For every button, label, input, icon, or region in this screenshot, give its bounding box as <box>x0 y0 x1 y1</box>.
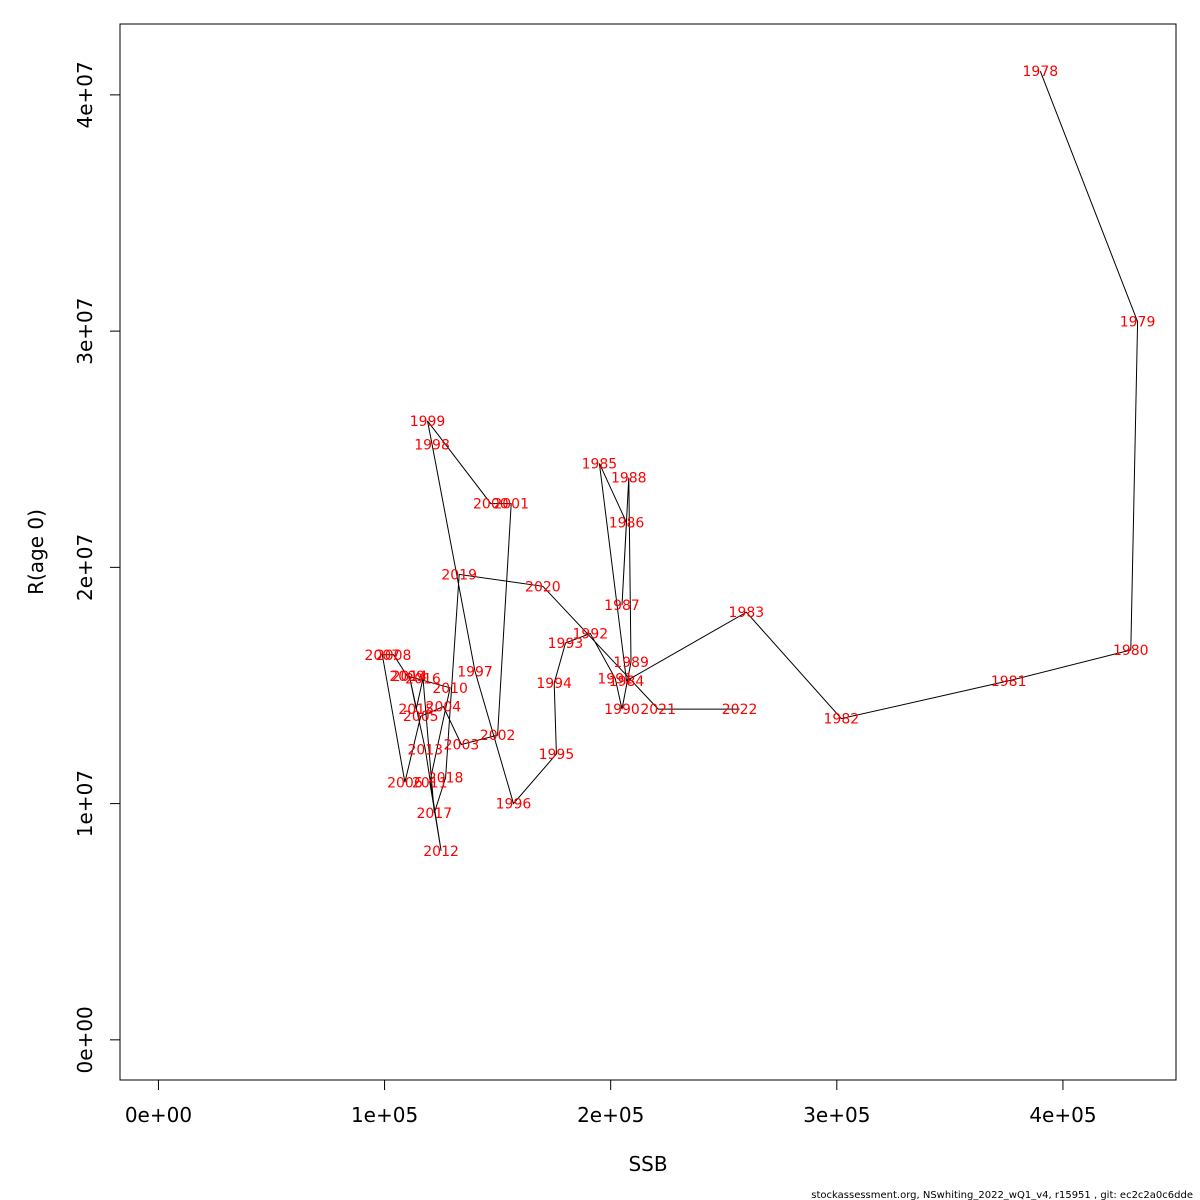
x-tick-label: 1e+05 <box>351 1103 418 1127</box>
year-label-1996: 1996 <box>496 797 532 813</box>
year-label-2004: 2004 <box>426 700 462 716</box>
x-tick-label: 2e+05 <box>577 1103 644 1127</box>
year-label-2001: 2001 <box>493 497 529 513</box>
year-label-2012: 2012 <box>423 844 459 860</box>
year-label-2019: 2019 <box>441 567 477 583</box>
year-label-2021: 2021 <box>640 702 676 718</box>
y-axis-title: R(age 0) <box>24 509 48 595</box>
year-label-2008: 2008 <box>376 648 412 664</box>
year-label-1998: 1998 <box>414 438 450 454</box>
year-label-1995: 1995 <box>539 747 575 763</box>
year-label-2009: 2009 <box>389 669 425 685</box>
year-label-1990: 1990 <box>604 702 640 718</box>
year-labels: 1978 1979 1980 1981 1982 1983 1984 1985 1986 1987… <box>364 64 1155 860</box>
x-axis: 0e+00 1e+05 2e+05 3e+05 4e+05 <box>125 1079 1097 1127</box>
year-label-1978: 1978 <box>1023 64 1059 80</box>
x-tick-label: 0e+00 <box>125 1103 192 1127</box>
year-label-2018: 2018 <box>428 771 464 787</box>
year-label-1997: 1997 <box>457 664 493 680</box>
year-label-2006: 2006 <box>387 775 423 791</box>
y-axis: 0e+00 1e+07 2e+07 3e+07 4e+07 <box>73 61 121 1073</box>
footer-credit: stockassessment.org, NSwhiting_2022_wQ1_… <box>811 1190 1193 1200</box>
year-label-2015: 2015 <box>398 702 434 718</box>
year-label-1984: 1984 <box>609 674 645 690</box>
y-tick-label: 2e+07 <box>73 534 97 601</box>
year-label-2010: 2010 <box>432 681 468 697</box>
year-label-1985: 1985 <box>582 456 618 472</box>
year-label-2000: 2000 <box>473 497 509 513</box>
year-label-2011: 2011 <box>412 775 448 791</box>
year-label-2013: 2013 <box>407 742 443 758</box>
year-label-1982: 1982 <box>824 712 860 728</box>
y-tick-label: 4e+07 <box>73 61 97 128</box>
year-label-1983: 1983 <box>729 605 765 621</box>
year-label-2016: 2016 <box>405 671 441 687</box>
x-tick-label: 4e+05 <box>1029 1103 1096 1127</box>
year-label-1979: 1979 <box>1120 315 1156 331</box>
year-label-1989: 1989 <box>613 655 649 671</box>
plot-frame <box>119 23 1177 1081</box>
year-label-2003: 2003 <box>444 738 480 754</box>
year-label-2014: 2014 <box>392 669 428 685</box>
year-label-1986: 1986 <box>609 515 645 531</box>
year-label-1994: 1994 <box>536 676 572 692</box>
year-label-1980: 1980 <box>1113 643 1149 659</box>
year-label-1987: 1987 <box>604 598 640 614</box>
y-tick-label: 3e+07 <box>73 297 97 364</box>
year-label-2007: 2007 <box>364 648 400 664</box>
year-label-1992: 1992 <box>573 627 609 643</box>
year-label-1993: 1993 <box>548 636 584 652</box>
ssb-recruitment-path <box>381 71 1139 851</box>
x-axis-title: SSB <box>628 1152 667 1176</box>
year-label-2017: 2017 <box>416 806 452 822</box>
y-tick-label: 0e+00 <box>73 1006 97 1073</box>
year-label-2005: 2005 <box>403 709 439 725</box>
year-label-1981: 1981 <box>991 674 1027 690</box>
y-tick-label: 1e+07 <box>73 770 97 837</box>
year-label-1988: 1988 <box>611 471 647 487</box>
year-label-2022: 2022 <box>722 702 758 718</box>
year-label-1999: 1999 <box>410 414 446 430</box>
year-label-2020: 2020 <box>525 579 561 595</box>
x-tick-label: 3e+05 <box>803 1103 870 1127</box>
year-label-2002: 2002 <box>480 728 516 744</box>
year-label-1991: 1991 <box>597 671 633 687</box>
